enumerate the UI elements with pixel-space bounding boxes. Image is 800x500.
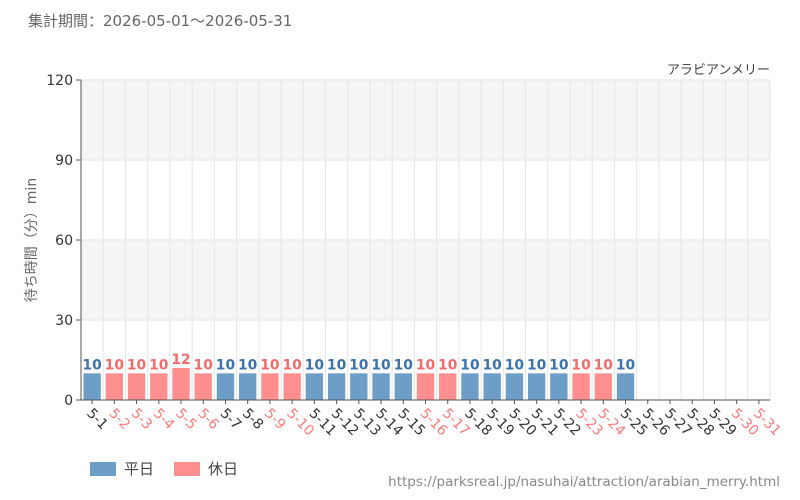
bar-value-label: 10: [82, 357, 102, 373]
bar-value-label: 10: [216, 357, 236, 373]
bar-5-23: [572, 373, 590, 400]
legend-label-holiday: 休日: [208, 460, 239, 478]
bar-5-19: [483, 373, 501, 400]
bar-value-label: 10: [282, 357, 302, 373]
bars: [83, 368, 635, 400]
bar-5-15: [394, 373, 412, 400]
legend-item-holiday: 休日: [174, 458, 238, 479]
bar-value-label: 10: [438, 357, 458, 373]
y-tick-label: 90: [55, 153, 73, 169]
bar-5-14: [372, 373, 390, 400]
bar-value-label: 10: [260, 357, 280, 373]
period-label: 集計期間：2026-05-01～2026-05-31: [28, 12, 293, 30]
bar-value-label: 10: [505, 357, 525, 373]
bar-value-label: 10: [238, 357, 258, 373]
y-tick-label: 60: [55, 233, 73, 249]
axes: [76, 79, 770, 404]
y-tick-label: 30: [55, 313, 73, 329]
bar-5-6: [194, 373, 212, 400]
bar-value-label: 10: [460, 357, 480, 373]
bar-value-label: 10: [594, 357, 614, 373]
source-url: https://parksreal.jp/nasuhai/attraction/…: [388, 474, 780, 490]
x-tick-label: 5-9: [261, 406, 288, 433]
bar-5-7: [216, 373, 235, 400]
bar-value-label: 10: [549, 357, 569, 373]
x-tick-label: 5-4: [150, 406, 178, 434]
bar-5-16: [416, 373, 435, 400]
bar-value-label: 10: [349, 357, 369, 373]
x-tick-label: 5-6: [194, 406, 222, 434]
bar-value-label: 10: [327, 357, 347, 373]
x-tick-label: 5-7: [217, 406, 244, 433]
bar-value-label: 10: [527, 357, 547, 373]
bar-5-5: [172, 368, 190, 400]
bar-labels: 10 10 10 10 12 10 10 10 10 10 10 10 10 10 10 10 10 10 10 10…: [82, 352, 635, 373]
bar-value-label: 10: [394, 357, 414, 373]
legend-swatch-weekday: [90, 461, 116, 476]
bar-5-13: [350, 373, 368, 400]
chart-title: アラビアンメリー: [667, 63, 770, 78]
bar-value-label: 10: [371, 357, 391, 373]
background-band: [81, 80, 770, 160]
legend-swatch-holiday: [174, 461, 201, 476]
x-tick-label: 5-3: [128, 406, 155, 433]
y-tick-label: 120: [46, 73, 73, 89]
bar-5-20: [505, 373, 524, 400]
bar-5-18: [461, 373, 479, 400]
bar-value-label: 10: [305, 357, 325, 373]
x-tick-label: 5-8: [239, 406, 266, 433]
background-band: [81, 240, 770, 320]
x-tick-labels: 5-15-25-35-45-55-65-75-85-95-105-115-125…: [83, 406, 784, 440]
legend-item-weekday: 平日: [90, 458, 154, 479]
bar-5-9: [261, 373, 279, 400]
bar-value-label: 10: [127, 357, 147, 373]
bar-5-4: [150, 373, 168, 400]
x-tick-label: 5-5: [172, 406, 199, 433]
bar-value-label: 10: [149, 357, 169, 373]
bar-5-21: [527, 373, 546, 400]
bar-5-2: [105, 373, 124, 400]
bar-5-25: [616, 373, 635, 400]
bar-value-label: 10: [483, 357, 503, 373]
bar-5-3: [127, 373, 146, 400]
bar-5-1: [83, 373, 101, 400]
bar-5-17: [439, 373, 457, 400]
y-tick-labels: 0 30 60 90 120: [46, 73, 73, 409]
bar-5-22: [550, 373, 568, 400]
bar-5-24: [594, 373, 612, 400]
bar-value-label: 10: [616, 357, 636, 373]
bar-value-label: 10: [105, 357, 125, 373]
legend: 平日 休日: [90, 458, 258, 479]
bar-value-label: 10: [416, 357, 436, 373]
bar-5-11: [305, 373, 324, 400]
bar-5-8: [239, 373, 257, 400]
x-tick-label: 5-2: [106, 406, 133, 433]
y-tick-label: 0: [64, 393, 73, 409]
bar-value-label: 10: [571, 357, 591, 373]
bar-value-label: 10: [194, 357, 214, 373]
legend-label-weekday: 平日: [124, 460, 155, 478]
bar-5-12: [327, 373, 346, 400]
x-tick-label: 5-1: [83, 406, 110, 433]
bar-value-label: 12: [171, 352, 190, 368]
bar-5-10: [283, 373, 301, 400]
background-bands: [81, 80, 770, 320]
